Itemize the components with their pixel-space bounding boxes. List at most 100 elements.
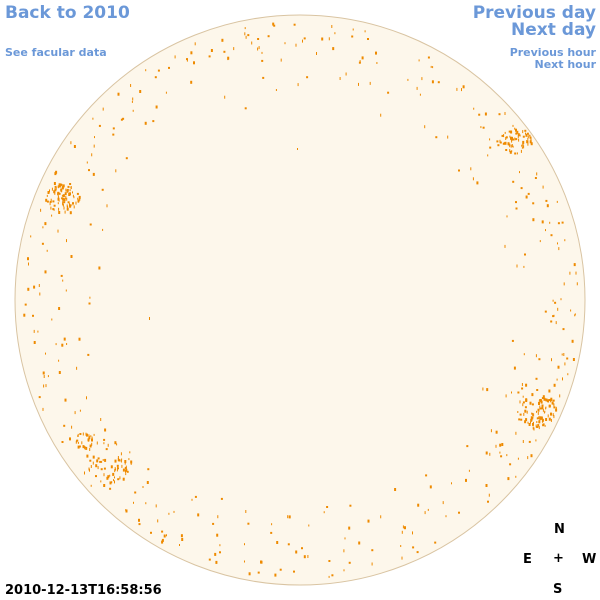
facula-speckle: [531, 412, 533, 415]
facula-speckle: [62, 184, 65, 188]
facula-speckle: [548, 389, 551, 393]
facula-speckle: [480, 126, 482, 129]
facula-speckle: [130, 461, 132, 465]
facula-speckle: [521, 383, 523, 386]
facula-speckle: [273, 24, 276, 27]
facula-speckle: [506, 454, 508, 457]
previous-day-link[interactable]: Previous day: [472, 3, 596, 23]
facula-speckle: [58, 192, 61, 195]
facula-speckle: [57, 197, 60, 201]
facula-speckle: [90, 435, 92, 438]
facula-speckle: [543, 397, 546, 401]
facula-speckle: [303, 555, 306, 559]
facula-speckle: [100, 418, 102, 421]
facula-speckle: [517, 411, 519, 413]
facula-speckle: [532, 422, 534, 426]
facula-speckle: [495, 430, 498, 434]
next-hour-link[interactable]: Next hour: [534, 58, 597, 71]
facula-speckle: [518, 418, 521, 421]
facula-speckle: [535, 354, 537, 358]
facula-speckle: [81, 441, 83, 445]
facula-speckle: [274, 573, 277, 577]
facula-speckle: [546, 204, 549, 208]
facula-speckle: [194, 42, 196, 46]
facula-speckle: [352, 28, 354, 31]
facula-speckle: [58, 199, 60, 202]
facula-speckle: [544, 424, 546, 427]
facula-speckle: [505, 137, 507, 140]
facula-speckle: [112, 472, 115, 476]
facula-speckle: [93, 144, 95, 148]
facula-speckle: [523, 412, 525, 416]
facula-speckle: [261, 59, 264, 62]
facula-speckle: [69, 189, 71, 192]
facula-speckle: [60, 183, 63, 186]
facula-speckle: [125, 473, 127, 476]
facula-speckle: [61, 186, 64, 190]
facula-speckle: [55, 343, 57, 346]
facula-speckle: [53, 190, 56, 194]
facula-speckle: [553, 406, 556, 409]
facula-speckle: [482, 126, 485, 129]
facula-speckle: [114, 476, 115, 479]
facula-speckle: [419, 93, 421, 96]
observation-timestamp: 2010-12-13T16:58:56: [5, 583, 162, 598]
facula-speckle: [375, 51, 377, 55]
facula-speckle: [107, 443, 109, 447]
facula-speckle: [90, 465, 92, 468]
facula-speckle: [522, 135, 525, 138]
facula-speckle: [485, 451, 488, 455]
see-facular-data-link[interactable]: See facular data: [5, 46, 107, 59]
facula-speckle: [521, 146, 523, 149]
facula-speckle: [221, 38, 224, 42]
facula-speckle: [574, 313, 576, 316]
facula-speckle: [63, 206, 65, 210]
facula-speckle: [371, 562, 373, 566]
facula-speckle: [109, 487, 112, 490]
facula-speckle: [523, 353, 525, 356]
facula-speckle: [267, 35, 270, 38]
facula-speckle: [522, 143, 524, 147]
facula-speckle: [77, 199, 80, 203]
facula-speckle: [499, 443, 502, 447]
facula-speckle: [95, 464, 98, 468]
facula-speckle: [522, 401, 525, 404]
facula-speckle: [58, 207, 60, 211]
facula-speckle: [519, 171, 520, 174]
facula-speckle: [102, 459, 104, 461]
facula-speckle: [78, 195, 81, 199]
facula-speckle: [489, 146, 492, 149]
previous-hour-link[interactable]: Previous hour: [509, 46, 596, 59]
facula-speckle: [547, 399, 549, 403]
facula-speckle: [563, 282, 565, 286]
facula-speckle: [168, 66, 170, 69]
facula-speckle: [461, 88, 462, 92]
facula-speckle: [103, 438, 106, 441]
facula-speckle: [529, 140, 532, 144]
facula-speckle: [418, 59, 420, 62]
facula-speckle: [47, 191, 50, 194]
facula-speckle: [62, 198, 65, 201]
facula-speckle: [67, 185, 70, 188]
facula-speckle: [103, 484, 106, 487]
facula-speckle: [343, 549, 345, 553]
facula-speckle: [548, 417, 551, 421]
facula-speckle: [128, 458, 130, 461]
facula-speckle: [470, 167, 472, 171]
facula-speckle: [92, 461, 94, 465]
back-to-year-link[interactable]: Back to 2010: [5, 3, 130, 23]
facula-speckle: [114, 441, 117, 445]
facula-speckle: [114, 459, 117, 463]
facula-speckle: [508, 130, 511, 133]
facula-speckle: [142, 486, 144, 488]
facula-speckle: [101, 188, 104, 191]
facula-speckle: [84, 447, 86, 450]
next-day-link[interactable]: Next day: [511, 20, 596, 40]
facula-speckle: [557, 307, 559, 311]
facula-speckle: [489, 452, 491, 456]
facula-speckle: [106, 204, 108, 208]
facula-speckle: [527, 192, 530, 195]
facula-speckle: [42, 407, 44, 411]
facula-speckle: [152, 120, 155, 123]
facula-speckle: [576, 282, 578, 286]
